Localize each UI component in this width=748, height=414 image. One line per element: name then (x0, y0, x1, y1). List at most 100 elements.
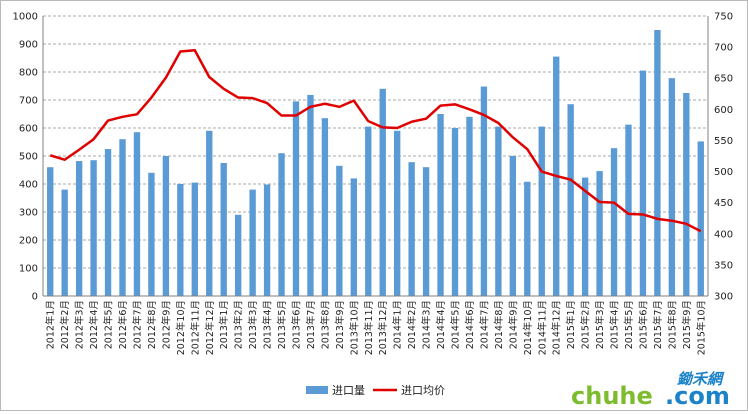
x-tick-label: 2012年5月 (103, 300, 115, 349)
watermark-part2: .com (665, 382, 730, 410)
legend: 进口量 进口均价 (306, 384, 445, 397)
watermark: 鋤禾網 chuhe .com (571, 370, 730, 410)
bar-import-volume (90, 160, 97, 296)
x-tick-label: 2012年2月 (59, 300, 71, 349)
x-axis-ticks: 2012年1月 2012年2月 2012年3月 2012年4月 2012年5月 2012年… (45, 300, 708, 355)
left-tick-label: 600 (19, 124, 38, 135)
bar-import-volume (581, 177, 589, 296)
legend-label-bar: 进口量 (332, 384, 365, 397)
right-tick-label: 300 (714, 292, 733, 303)
bar-import-volume (177, 184, 184, 296)
bars-layer (47, 30, 704, 297)
x-tick-label: 2014年2月 (406, 300, 418, 349)
bar-import-volume (654, 30, 661, 296)
right-tick-label: 650 (714, 74, 733, 85)
x-tick-label: 2014年8月 (493, 300, 505, 349)
bar-import-volume (292, 101, 300, 297)
bar-import-volume (683, 93, 690, 296)
bar-import-volume (567, 104, 574, 296)
x-tick-label: 2013年7月 (305, 300, 317, 349)
x-tick-label: 2013年9月 (334, 300, 346, 349)
x-tick-label: 2015年1月 (565, 300, 577, 349)
bar-import-volume (234, 214, 242, 296)
x-tick-label: 2012年7月 (131, 300, 143, 349)
bar-import-volume (437, 114, 444, 296)
left-tick-label: 300 (19, 208, 38, 219)
x-tick-label: 2012年9月 (160, 300, 172, 349)
x-tick-label: 2015年8月 (666, 300, 678, 349)
bar-import-volume (263, 184, 271, 296)
bar-import-volume (697, 141, 704, 296)
bar-import-volume (75, 161, 83, 296)
bar-import-volume (596, 171, 603, 296)
left-axis-ticks: 0 100 200 300 400 500 600 700 800 900 1000 (13, 12, 38, 303)
bar-import-volume (220, 163, 227, 296)
left-tick-label: 100 (19, 264, 38, 275)
x-tick-label: 2014年7月 (478, 300, 490, 349)
x-tick-label: 2014年4月 (435, 300, 447, 349)
right-tick-label: 450 (714, 198, 733, 209)
bar-import-volume (379, 88, 386, 296)
x-tick-label: 2013年2月 (233, 300, 245, 349)
bar-import-volume (480, 86, 488, 296)
x-tick-label: 2015年2月 (580, 300, 592, 349)
bar-import-volume (307, 94, 314, 297)
bar-import-volume (104, 149, 112, 296)
right-tick-label: 550 (714, 136, 733, 147)
x-tick-label: 2012年12月 (204, 300, 216, 355)
x-tick-label: 2015年10月 (695, 300, 707, 355)
x-tick-label: 2013年10月 (348, 300, 360, 355)
bar-import-volume (408, 162, 415, 296)
legend-swatch-bar (306, 386, 328, 394)
bar-import-volume (451, 128, 459, 296)
x-tick-label: 2013年5月 (276, 300, 288, 349)
line-layer (49, 48, 702, 233)
grid-layer (43, 15, 708, 269)
line-import-avg-price (49, 48, 702, 233)
bar-import-volume (162, 156, 170, 296)
x-tick-label: 2015年6月 (637, 300, 649, 349)
bar-import-volume (249, 189, 256, 296)
bar-import-volume (321, 118, 329, 296)
x-tick-label: 2014年3月 (421, 300, 433, 349)
watermark-part1: chuhe (571, 382, 653, 410)
x-tick-label: 2012年8月 (146, 300, 158, 349)
axes-layer (42, 16, 709, 297)
left-tick-label: 800 (19, 68, 38, 79)
bar-import-volume (119, 139, 126, 296)
right-axis-ticks: 300 350 400 450 500 550 600 650 700 750 (714, 12, 733, 303)
x-tick-label: 2013年1月 (218, 300, 230, 349)
x-tick-label: 2015年4月 (609, 300, 621, 349)
bar-import-volume (148, 172, 155, 296)
bar-import-volume (524, 181, 531, 296)
x-tick-label: 2013年11月 (363, 300, 375, 355)
x-tick-label: 2012年1月 (45, 300, 57, 349)
x-tick-label: 2012年4月 (88, 300, 100, 349)
right-tick-label: 350 (714, 260, 733, 271)
bar-import-volume (191, 182, 198, 296)
right-tick-label: 600 (714, 105, 733, 116)
left-tick-label: 1000 (13, 12, 38, 23)
x-tick-label: 2015年7月 (652, 300, 664, 349)
x-tick-label: 2015年9月 (681, 300, 693, 349)
x-tick-label: 2013年4月 (262, 300, 274, 349)
x-tick-label: 2014年12月 (551, 300, 563, 355)
bar-import-volume (625, 124, 632, 296)
right-tick-label: 700 (714, 43, 733, 54)
x-tick-label: 2012年11月 (189, 300, 201, 355)
right-tick-label: 500 (714, 167, 733, 178)
bar-import-volume (278, 153, 285, 296)
bar-import-volume (61, 189, 68, 296)
bar-import-volume (466, 116, 473, 296)
left-tick-label: 200 (19, 236, 38, 247)
left-tick-label: 900 (19, 40, 38, 51)
x-tick-label: 2014年5月 (450, 300, 462, 349)
x-tick-label: 2015年5月 (623, 300, 635, 349)
left-tick-label: 500 (19, 152, 38, 163)
left-tick-label: 400 (19, 180, 38, 191)
legend-label-line: 进口均价 (401, 384, 445, 397)
bar-import-volume (495, 126, 502, 296)
x-tick-label: 2013年12月 (377, 300, 389, 355)
bar-import-volume (394, 130, 401, 296)
